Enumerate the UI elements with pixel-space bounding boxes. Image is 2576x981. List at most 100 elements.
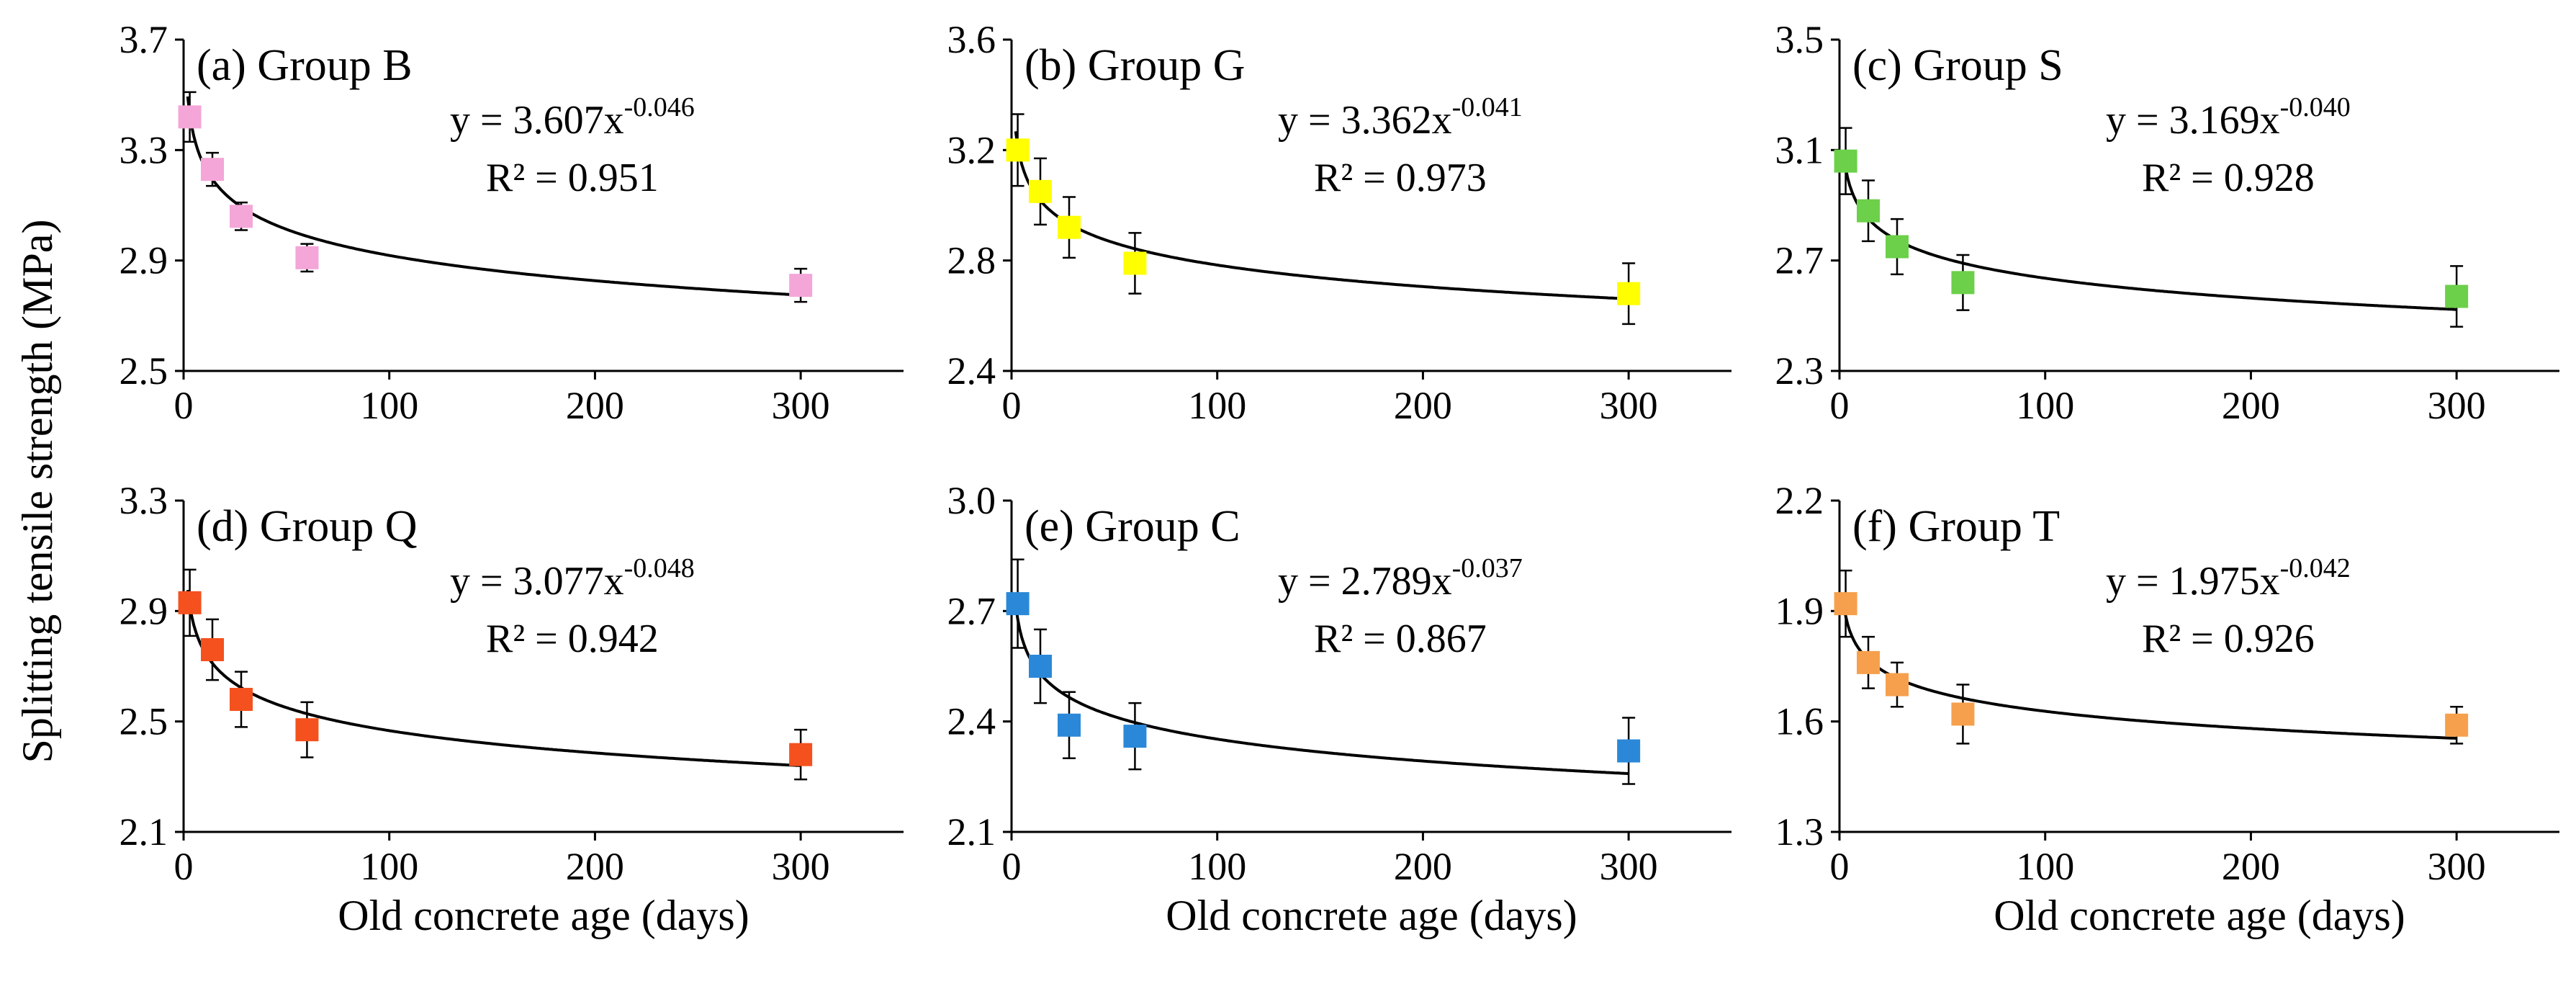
fit-equation-base: y = 2.789x [1278, 559, 1452, 604]
data-point [1951, 271, 1975, 295]
x-tick-label: 0 [174, 845, 194, 888]
x-axis-title: Old concrete age (days) [1166, 892, 1577, 939]
y-tick-label: 3.1 [1775, 128, 1824, 171]
data-point [1029, 655, 1052, 678]
chart-panel-1: 2.5 2.9 3.3 3.7 0 100 200 300 (a) Group B y = 3.6… [120, 18, 904, 427]
trend-line [186, 589, 801, 767]
panel-title: (c) Group S [1852, 41, 2063, 90]
trend-line [1842, 154, 2457, 311]
data-point [1058, 713, 1081, 737]
data-point [1006, 592, 1030, 616]
x-tick-label: 200 [1394, 845, 1452, 888]
data-point [1617, 739, 1641, 763]
y-tick-label: 3.5 [1775, 18, 1824, 61]
x-axis-title: Old concrete age (days) [338, 892, 749, 939]
chart-panel-4: 2.1 2.5 2.9 3.3 0 100 200 300 (d) Group Q y = 3.0… [120, 479, 904, 939]
x-tick-label: 200 [566, 384, 624, 427]
fit-equation-exponent: -0.048 [624, 553, 695, 583]
data-point [230, 688, 253, 711]
y-tick-label: 2.4 [947, 349, 996, 393]
y-axis-title: Splitting tensile strength (MPa) [14, 220, 61, 763]
x-tick-label: 300 [772, 384, 830, 427]
fit-equation-exponent: -0.037 [1452, 553, 1523, 583]
x-tick-label: 100 [2016, 384, 2074, 427]
data-point [295, 246, 319, 269]
x-tick-label: 200 [566, 845, 624, 888]
y-tick-label: 2.7 [947, 589, 996, 632]
x-tick-label: 300 [772, 845, 830, 888]
x-tick-label: 200 [2222, 384, 2280, 427]
r-squared: R² = 0.867 [1314, 617, 1487, 661]
x-tick-label: 300 [1600, 384, 1658, 427]
y-tick-label: 2.1 [120, 810, 168, 854]
data-point [1058, 215, 1081, 239]
y-tick-label: 3.3 [120, 479, 168, 522]
x-tick-label: 300 [2428, 845, 2486, 888]
x-tick-label: 300 [2428, 384, 2486, 427]
r-squared: R² = 0.951 [486, 156, 659, 200]
chart-panels: 2.5 2.9 3.3 3.7 0 100 200 300 (a) Group B y = 3.6… [120, 18, 2559, 939]
trend-line [1014, 131, 1629, 300]
chart-panel-3: 2.3 2.7 3.1 3.5 0 100 200 300 (c) Group S y = 3.1… [1775, 18, 2559, 427]
fit-equation: y = 3.362x-0.041 [1278, 92, 1523, 143]
y-tick-label: 3.3 [120, 128, 168, 171]
y-tick-label: 1.3 [1775, 810, 1824, 854]
fit-equation: y = 1.975x-0.042 [2106, 553, 2351, 604]
x-tick-label: 100 [1188, 845, 1246, 888]
data-point [178, 105, 202, 129]
fit-equation-base: y = 3.169x [2106, 98, 2280, 143]
y-tick-label: 2.5 [120, 349, 168, 393]
y-tick-label: 3.0 [947, 479, 996, 522]
fit-equation: y = 3.607x-0.046 [450, 92, 695, 143]
data-point [1123, 251, 1147, 275]
fit-equation-exponent: -0.042 [2280, 553, 2351, 583]
x-tick-label: 0 [1830, 845, 1850, 888]
x-tick-label: 0 [1002, 384, 1022, 427]
y-tick-label: 3.7 [120, 18, 168, 61]
data-point [1123, 725, 1147, 748]
data-point [789, 274, 813, 297]
data-point [1006, 138, 1030, 162]
fit-equation: y = 3.077x-0.048 [450, 553, 695, 604]
fit-equation-base: y = 1.975x [2106, 559, 2280, 604]
fit-equation-base: y = 3.077x [450, 559, 624, 604]
trend-line [1842, 604, 2457, 740]
data-point [1886, 235, 1909, 259]
data-point [1886, 673, 1909, 696]
y-tick-label: 3.6 [947, 18, 996, 61]
data-point [1857, 199, 1880, 223]
x-tick-label: 100 [360, 384, 418, 427]
y-tick-label: 2.3 [1775, 349, 1824, 393]
panel-title: (e) Group C [1024, 502, 1240, 551]
panel-title: (a) Group B [197, 41, 413, 90]
y-tick-label: 1.9 [1775, 589, 1824, 632]
data-point [1617, 282, 1641, 305]
x-tick-label: 0 [1002, 845, 1022, 888]
x-tick-label: 0 [1830, 384, 1850, 427]
y-tick-label: 1.6 [1775, 700, 1824, 743]
data-point [2445, 285, 2469, 308]
x-tick-label: 100 [2016, 845, 2074, 888]
chart-panel-6: 1.3 1.6 1.9 2.2 0 100 200 300 (f) Group T y = 1.9… [1775, 479, 2559, 939]
data-point [1951, 702, 1975, 726]
data-point [789, 743, 813, 766]
y-tick-label: 3.2 [947, 128, 996, 171]
panel-title: (b) Group G [1024, 41, 1246, 90]
x-tick-label: 0 [174, 384, 194, 427]
x-tick-label: 100 [360, 845, 418, 888]
y-tick-label: 2.9 [120, 239, 168, 282]
x-tick-label: 100 [1188, 384, 1246, 427]
panel-title: (d) Group Q [197, 502, 418, 551]
data-point [295, 718, 319, 742]
fit-equation-base: y = 3.607x [450, 98, 624, 143]
x-tick-label: 300 [1600, 845, 1658, 888]
data-point [1834, 149, 1857, 173]
trend-line [1014, 604, 1629, 776]
y-tick-label: 2.4 [947, 700, 996, 743]
y-tick-label: 2.5 [120, 700, 168, 743]
data-point [201, 158, 224, 182]
y-tick-label: 2.2 [1775, 479, 1824, 522]
fit-equation-exponent: -0.046 [624, 92, 695, 122]
r-squared: R² = 0.973 [1314, 156, 1487, 200]
data-point [2445, 713, 2469, 737]
